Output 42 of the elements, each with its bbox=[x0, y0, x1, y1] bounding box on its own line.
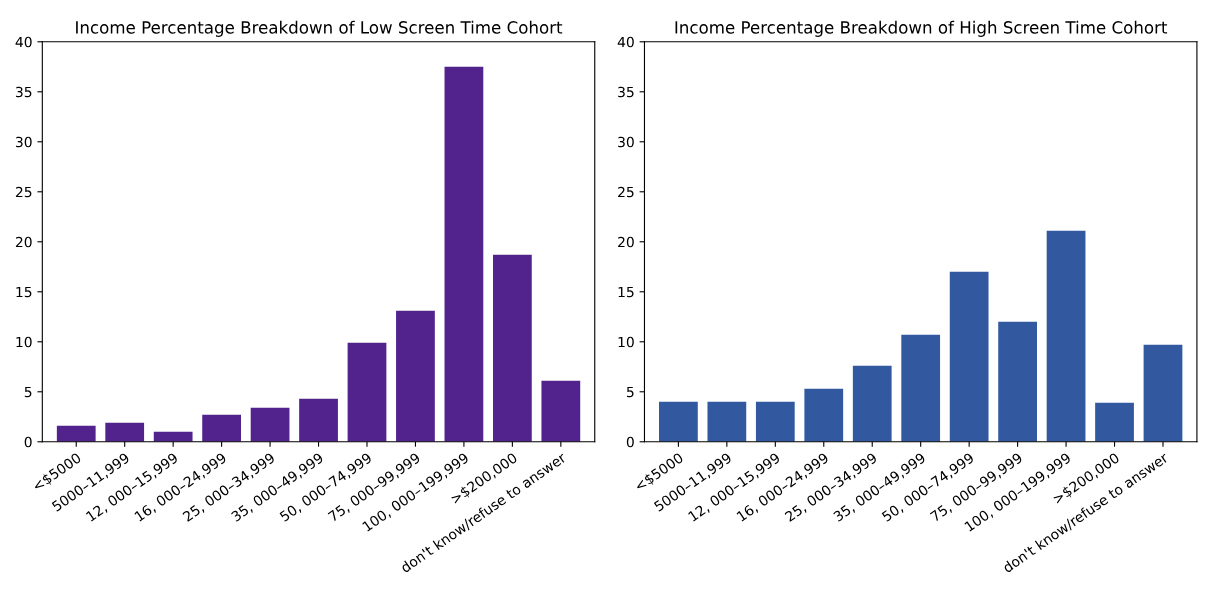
y-tick-label: 25 bbox=[618, 186, 634, 198]
bar bbox=[998, 321, 1037, 442]
bar bbox=[901, 334, 941, 442]
y-tick-label: 0 bbox=[24, 436, 32, 448]
chart-title: Income Percentage Breakdown of Low Screen Time Cohort bbox=[76, 20, 563, 37]
bar bbox=[804, 388, 844, 442]
bar bbox=[153, 431, 193, 442]
y-tick-label: 5 bbox=[626, 386, 634, 398]
bar bbox=[1046, 230, 1086, 442]
bar bbox=[659, 401, 698, 442]
bar bbox=[852, 365, 892, 442]
y-tick-label: 0 bbox=[626, 436, 634, 448]
y-tick-label: 35 bbox=[618, 86, 634, 98]
bar bbox=[949, 271, 989, 442]
y-tick-label: 20 bbox=[15, 236, 32, 248]
y-tick-label: 35 bbox=[15, 86, 32, 98]
bar bbox=[707, 401, 747, 442]
bar bbox=[347, 342, 387, 442]
bar bbox=[755, 401, 795, 442]
bar bbox=[1095, 402, 1134, 442]
bar bbox=[541, 380, 581, 442]
y-tick-label: 10 bbox=[618, 336, 634, 348]
y-tick-label: 40 bbox=[15, 36, 32, 48]
y-tick-label: 15 bbox=[16, 286, 32, 298]
chart-title: Income Percentage Breakdown of High Screen Time Cohort bbox=[675, 20, 1168, 37]
bar bbox=[492, 254, 532, 442]
bar bbox=[105, 422, 145, 442]
bar bbox=[250, 407, 290, 442]
y-tick-label: 30 bbox=[15, 136, 32, 148]
y-tick-label: 5 bbox=[24, 386, 32, 398]
bar bbox=[444, 66, 484, 442]
bar bbox=[396, 310, 435, 442]
bar bbox=[202, 414, 241, 442]
bar bbox=[56, 425, 96, 442]
y-tick-label: 10 bbox=[16, 336, 32, 348]
y-tick-label: 40 bbox=[617, 36, 634, 48]
y-tick-label: 20 bbox=[618, 236, 634, 248]
y-tick-label: 25 bbox=[15, 186, 32, 198]
y-tick-label: 30 bbox=[618, 136, 634, 148]
y-tick-label: 15 bbox=[618, 286, 634, 298]
bar bbox=[1143, 344, 1183, 442]
bar bbox=[299, 398, 338, 442]
